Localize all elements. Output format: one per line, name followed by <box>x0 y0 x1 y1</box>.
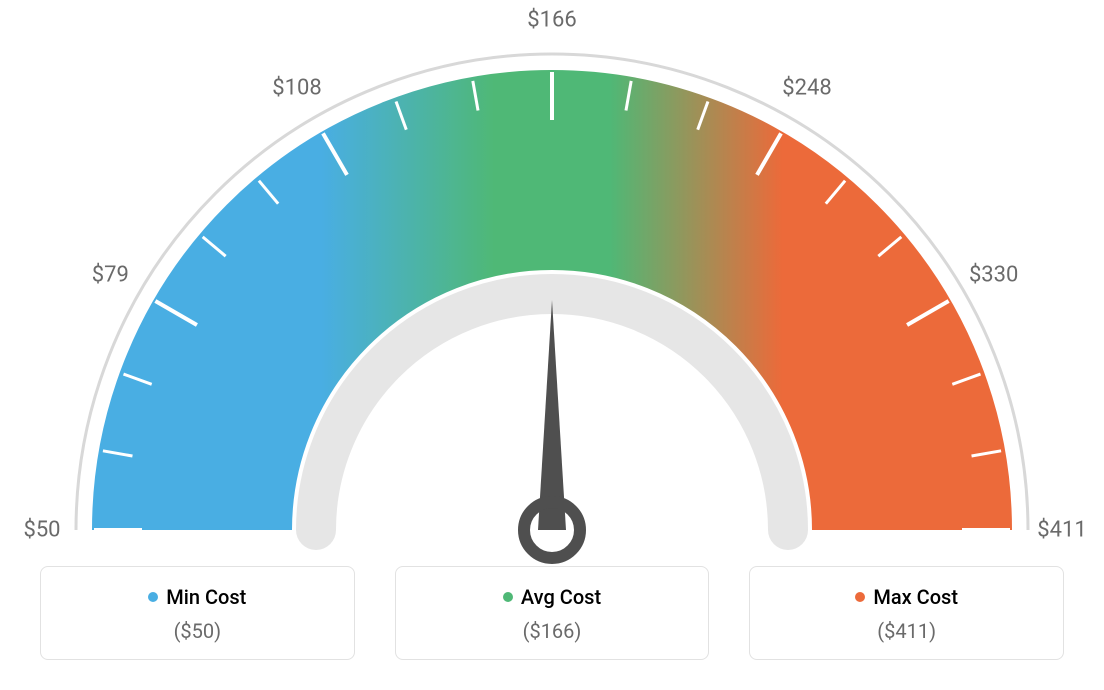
gauge-tick-label: $79 <box>92 263 129 288</box>
gauge-tick-label: $166 <box>527 8 576 33</box>
legend-title-text-max: Max Cost <box>873 585 958 609</box>
legend-card-min: Min Cost ($50) <box>40 566 355 660</box>
gauge-tick-label: $411 <box>1037 518 1086 543</box>
dot-max <box>855 592 865 602</box>
legend-title-text-min: Min Cost <box>166 585 246 609</box>
gauge-svg <box>22 30 1082 570</box>
legend-card-max: Max Cost ($411) <box>749 566 1064 660</box>
gauge-tick-label: $108 <box>272 76 321 101</box>
gauge-tick-label: $330 <box>969 263 1018 288</box>
gauge-tick-label: $50 <box>23 518 60 543</box>
legend-title-max: Max Cost <box>855 585 958 609</box>
cost-gauge: $50$79$108$166$248$330$411 <box>22 30 1082 550</box>
legend-value-avg: ($166) <box>406 619 699 643</box>
legend-value-min: ($50) <box>51 619 344 643</box>
legend-value-max: ($411) <box>760 619 1053 643</box>
legend-card-avg: Avg Cost ($166) <box>395 566 710 660</box>
gauge-tick-label: $248 <box>782 76 831 101</box>
legend-row: Min Cost ($50) Avg Cost ($166) Max Cost … <box>0 566 1104 660</box>
dot-min <box>148 592 158 602</box>
legend-title-min: Min Cost <box>148 585 246 609</box>
dot-avg <box>503 592 513 602</box>
legend-title-avg: Avg Cost <box>503 585 601 609</box>
legend-title-text-avg: Avg Cost <box>521 585 601 609</box>
